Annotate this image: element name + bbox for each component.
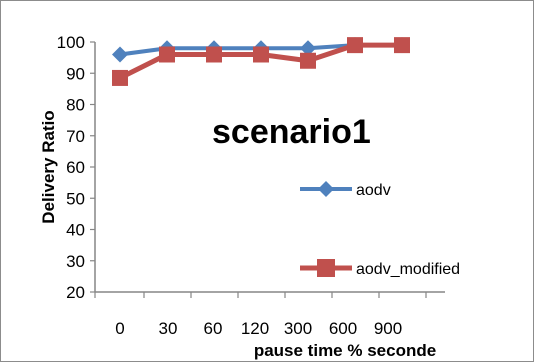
y-tick-label: 90	[66, 64, 85, 83]
x-tick-label: 300	[284, 319, 312, 338]
y-tick-label: 80	[66, 96, 85, 115]
y-tick-label: 20	[66, 283, 85, 302]
point-aodv_modified	[159, 46, 175, 63]
x-ticks: 0 30 60 120 300 600 900	[94, 292, 427, 338]
x-tick-label: 600	[329, 319, 357, 338]
point-aodv_modified	[394, 37, 410, 54]
y-tick-label: 100	[57, 33, 85, 52]
legend-marker-aodv	[318, 181, 334, 197]
series-layer	[112, 37, 410, 86]
x-tick-label: 0	[115, 319, 124, 338]
point-aodv_modified	[206, 46, 222, 63]
x-axis-title: pause time % seconde	[254, 341, 436, 360]
y-tick-label: 50	[66, 189, 85, 208]
y-ticks: 20 30 40 50 60 70 80 90 100	[57, 33, 95, 302]
x-tick-label: 900	[374, 319, 402, 338]
x-tick-label: 30	[159, 319, 178, 338]
x-tick-label: 60	[204, 319, 223, 338]
legend: aodv aodv_modified	[300, 181, 460, 278]
x-tick-label: 120	[241, 319, 269, 338]
y-axis-title: Delivery Ratio	[39, 110, 58, 223]
point-aodv	[112, 46, 128, 63]
point-aodv_modified	[347, 37, 363, 54]
point-aodv_modified	[300, 52, 316, 69]
y-tick-label: 30	[66, 252, 85, 271]
point-aodv_modified	[253, 46, 269, 63]
point-aodv_modified	[112, 69, 128, 86]
legend-marker-aodv_modified	[317, 259, 335, 277]
y-tick-label: 60	[66, 158, 85, 177]
legend-label-aodv_modified: aodv_modified	[356, 261, 460, 278]
point-aodv	[300, 40, 316, 57]
y-tick-label: 70	[66, 127, 85, 146]
legend-label-aodv: aodv	[356, 182, 391, 199]
y-tick-label: 40	[66, 221, 85, 240]
chart-title: scenario1	[212, 113, 371, 151]
